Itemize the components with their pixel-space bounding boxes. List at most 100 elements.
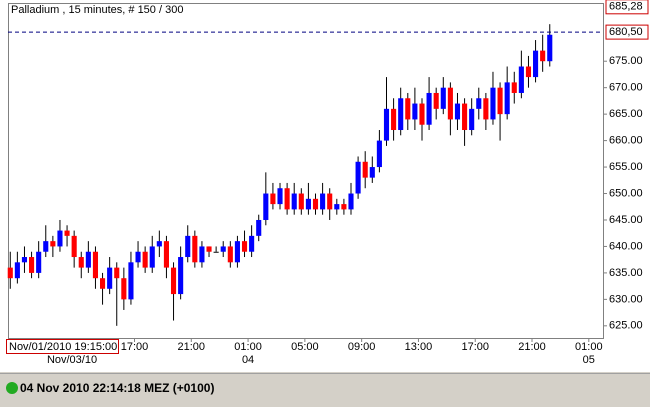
candle-body (405, 98, 411, 120)
x-tick-label: 05:00 (291, 341, 319, 353)
chart-title: Palladium , 15 minutes, # 150 / 300 (11, 4, 183, 16)
candle-body (412, 103, 418, 120)
plot-frame (8, 3, 604, 339)
candle-body (320, 193, 326, 210)
chart-background (0, 0, 650, 372)
candle-body (7, 267, 13, 279)
cursor-label: Nov/01/2010 19:15:00 (9, 341, 117, 353)
candle-body (355, 161, 361, 194)
candle-body (71, 235, 77, 258)
candle-body (85, 251, 91, 268)
candle-body (178, 257, 184, 295)
x-tick-label: 01:00 (234, 341, 262, 353)
y-tick-label: 655.00 (609, 161, 643, 173)
candle-body (497, 87, 503, 115)
candle-body (525, 66, 532, 78)
candle-body (36, 251, 42, 273)
x-tick-label: 21:00 (518, 341, 546, 353)
candle-body (99, 278, 106, 289)
candle-body (249, 235, 255, 252)
candle-body (220, 246, 226, 252)
candle-body (149, 246, 155, 268)
candle-body (383, 108, 390, 141)
candle-body (213, 251, 219, 253)
candle-body (398, 98, 404, 131)
y-tick-label: 630.00 (609, 293, 643, 305)
reference-box (605, 24, 649, 40)
candle-body (14, 262, 20, 279)
candle-body (234, 241, 240, 263)
candle-body (192, 235, 198, 263)
candle-body (50, 241, 56, 247)
candle-body (135, 251, 141, 263)
y-tick-label: 645.00 (609, 214, 643, 226)
candle-body (376, 140, 382, 168)
candle-body (504, 82, 510, 115)
candle-body (483, 98, 489, 120)
candle-body (419, 103, 425, 125)
candle-body (547, 34, 553, 62)
y-tick-label: 640.00 (609, 240, 643, 252)
candle-body (433, 92, 439, 109)
price-box (605, 0, 649, 15)
y-tick-label: 660.00 (609, 135, 643, 147)
candle-body (391, 108, 397, 131)
candle-body (206, 246, 212, 252)
candle-body (128, 262, 134, 300)
candle-body (511, 82, 517, 93)
candle-body (476, 98, 482, 109)
x-tick-label: 13:00 (405, 341, 433, 353)
candle-body (142, 251, 148, 268)
candle-body (277, 188, 283, 205)
candle-body (327, 193, 333, 210)
x-tick-label: 01:00 (575, 341, 603, 353)
candle-body (540, 50, 546, 62)
candle-body (305, 198, 311, 210)
candle-body (334, 204, 340, 210)
candle-body (284, 188, 290, 210)
y-tick-label: 665.00 (609, 108, 643, 120)
y-tick-label: 635.00 (609, 267, 643, 279)
candle-body (533, 50, 539, 78)
candle-body (156, 241, 162, 247)
y-tick-label: 625.00 (609, 320, 643, 332)
candle-body (312, 198, 319, 210)
candle-body (21, 257, 28, 263)
status-bar (0, 374, 650, 407)
x-tick-label: 09:00 (348, 341, 376, 353)
candle-body (92, 251, 99, 279)
candle-body (341, 204, 347, 210)
cursor-box (6, 339, 119, 354)
candle-body (490, 87, 496, 120)
candle-body (107, 267, 113, 289)
date-tick-label: 04 (242, 354, 254, 366)
candle-body (348, 193, 354, 210)
price-label: 685,28 (609, 1, 643, 13)
candle-body (227, 246, 233, 263)
candle-body (241, 241, 248, 252)
candle-body (518, 66, 524, 93)
candle-body (426, 92, 432, 125)
candle-body (43, 241, 49, 252)
candle-body (270, 193, 276, 205)
y-tick-label: 670.00 (609, 82, 643, 94)
x-tick-label: 17:00 (121, 341, 149, 353)
candle-body (447, 87, 453, 120)
candle-body (163, 241, 169, 268)
reference-label: 680,50 (609, 26, 643, 38)
candle-body (185, 235, 191, 258)
candle-body (121, 278, 127, 300)
date-tick-label: 05 (583, 354, 595, 366)
candle-body (298, 193, 304, 210)
y-tick-label: 675.00 (609, 55, 643, 67)
candle-body (114, 267, 120, 279)
candle-body (469, 108, 475, 131)
status-text: 04 Nov 2010 22:14:18 MEZ (+0100) (20, 381, 214, 395)
candle-body (64, 230, 70, 236)
candle-body (199, 246, 205, 263)
candle-body (170, 267, 177, 295)
candle-body (78, 257, 84, 268)
candle-body (369, 167, 375, 178)
candle-body (29, 257, 35, 273)
